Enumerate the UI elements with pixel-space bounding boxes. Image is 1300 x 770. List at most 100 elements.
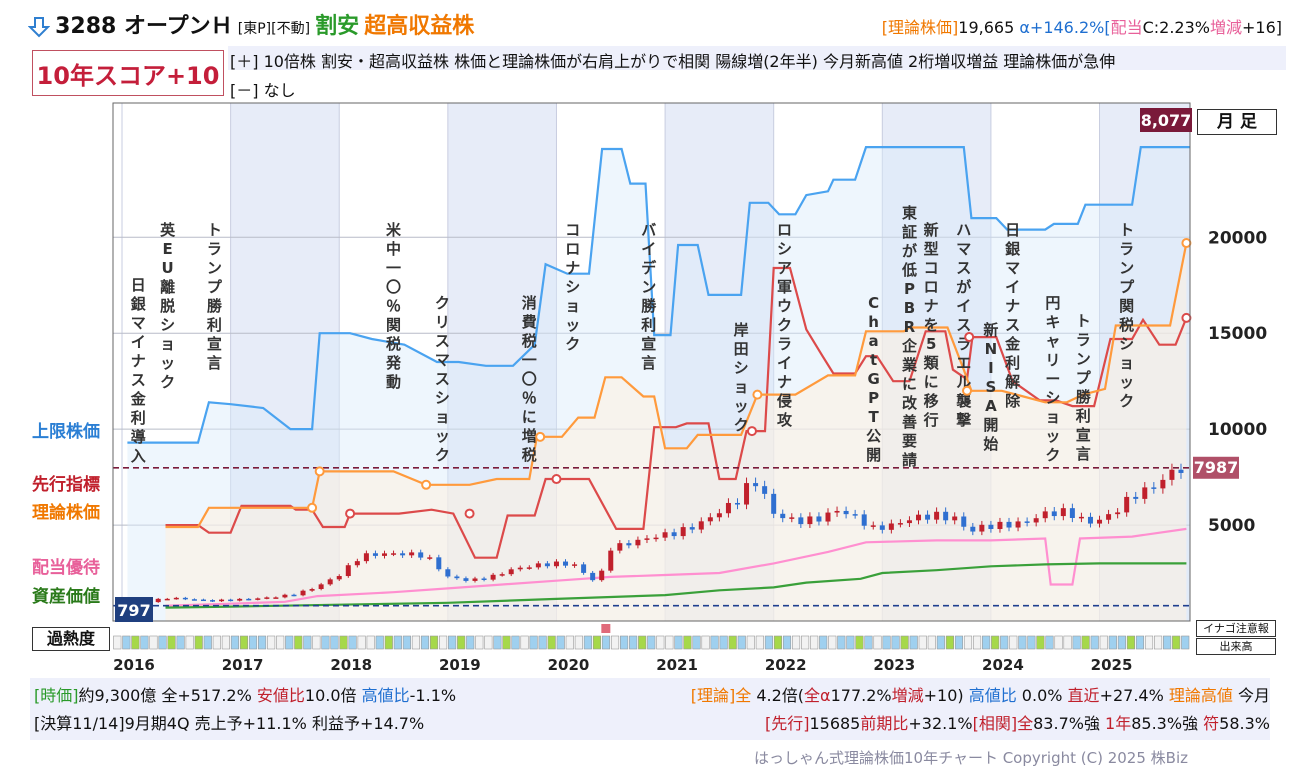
candle-body [789, 517, 795, 519]
candle-body [635, 539, 641, 546]
candle-body [608, 550, 614, 571]
overheat-cell [547, 635, 556, 650]
corr-1y-value: 85.3%強 [1131, 714, 1204, 733]
theory-high-label: 理論高値 [1168, 686, 1233, 705]
candle-body [861, 514, 867, 526]
legend-theory: 理論株価 [32, 503, 100, 523]
candle-body [689, 527, 695, 530]
overheat-cell [1045, 635, 1054, 650]
series-line-leading [165, 266, 1188, 559]
candle-body [354, 561, 360, 566]
upper-max-label-bg [1140, 108, 1192, 132]
low-ratio-value: 10.0倍 [304, 686, 362, 705]
candle-body [934, 511, 940, 520]
candle-body [644, 538, 650, 540]
overheat-cell [185, 635, 194, 650]
recent-value: +27.4% [1099, 686, 1169, 705]
candle-body [173, 597, 179, 600]
overheat-cell [276, 635, 285, 650]
candle-body [734, 502, 740, 505]
overheat-cell [782, 635, 792, 650]
candle-body [725, 502, 731, 514]
overheat-cell [701, 635, 710, 650]
minus-tags: [－] なし [230, 81, 296, 100]
plus-tags: [＋] 10倍株 割安・超高収益株 株価と理論株価が右肩上がりで相関 陽線増(2… [230, 52, 1116, 71]
overheat-cell [411, 635, 421, 650]
event-label: 消費税一〇％に増税 [522, 294, 537, 464]
candle-body [1106, 514, 1112, 520]
copyright: はっしゃん式理論株価10年チャート Copyright (C) 2025 株Bi… [754, 749, 1188, 767]
candle-body [418, 552, 424, 558]
candle-body [698, 521, 704, 530]
candle-body [309, 589, 315, 591]
footer-band [30, 678, 1270, 740]
overheat-cell [1108, 635, 1117, 650]
alpha-value: α+146.2%[ [1019, 18, 1111, 37]
overheat-cell [737, 635, 746, 650]
overheat-cell [773, 635, 783, 650]
overheat-cell [954, 635, 964, 650]
overheat-cell [384, 635, 393, 650]
min-price-label-bg [115, 597, 153, 622]
theory-high-ratio-value: 0.0% [1016, 686, 1068, 705]
footer-row2-right: [先行]15685前期比+32.1%[相関]全83.7%強 1年85.3%強 符… [765, 710, 1270, 734]
event-label: クリスマスショック [435, 294, 450, 464]
event-label: ロシア軍ウクライナ侵攻 [776, 221, 793, 429]
candle-body [1160, 479, 1166, 489]
overheat-cell [203, 635, 212, 650]
marker-leading [551, 474, 562, 485]
candle-body [744, 483, 750, 505]
event-label: 英 E U 離脱ショック [160, 221, 176, 391]
candle-body [499, 574, 505, 576]
overheat-cell [248, 635, 258, 650]
overheat-cell [1144, 635, 1154, 650]
overheat-cell [1000, 635, 1009, 650]
candle-body [716, 513, 722, 518]
marker-leading [1181, 312, 1192, 323]
candle-body [1069, 508, 1075, 518]
candle-body [762, 486, 768, 494]
candle-body [753, 483, 759, 487]
candle-body [952, 516, 958, 521]
overheat-cell [647, 635, 656, 650]
candle-body [771, 493, 777, 514]
alpha-label: 全α [804, 686, 831, 705]
overheat-cell [357, 635, 366, 650]
footer-row1-right: [理論]全 4.2倍(全α177.2%増減+10) 高値比 0.0% 直近+27… [691, 682, 1270, 706]
inago-alert-mark [601, 624, 611, 633]
candle-body [870, 525, 876, 527]
y-tick-label: 10000 [1208, 420, 1267, 440]
event-label: 新型コロナを 5 類に移行 [923, 221, 940, 429]
candle-body [1178, 469, 1184, 473]
overheat-cell [656, 635, 665, 650]
overheat-cell [710, 635, 719, 650]
overheat-cell [1054, 635, 1063, 650]
x-tick-label: 2018 [330, 656, 372, 674]
high-ratio-value: -1.1% [409, 686, 457, 705]
x-tick-label: 2025 [1091, 656, 1133, 674]
overheat-cell [339, 635, 348, 650]
x-tick-label: 2020 [548, 656, 590, 674]
x-tick-label: 2022 [765, 656, 807, 674]
high-ratio-label: 高値比 [361, 686, 410, 705]
marker-theory [314, 466, 325, 477]
candle-body [363, 553, 369, 562]
candle-body [427, 557, 433, 559]
candle-body [318, 584, 324, 590]
current-price-label: 7987 [1194, 458, 1239, 477]
theory-change-value: +10) [923, 686, 969, 705]
overheat-cell [493, 635, 502, 650]
overheat-cell [538, 635, 547, 650]
candle-body [916, 514, 922, 521]
overheat-cell [1090, 635, 1099, 650]
overheat-cell [810, 635, 819, 650]
high-yield-tag: 超高収益株 [364, 14, 475, 39]
down-arrow-icon [27, 16, 51, 42]
market-label: [東P][不動] [237, 21, 311, 37]
candle-body [590, 572, 596, 581]
overheat-cell [1117, 635, 1126, 650]
candle-body [997, 521, 1003, 530]
candle-body [970, 526, 976, 532]
candle-body [1133, 496, 1139, 499]
